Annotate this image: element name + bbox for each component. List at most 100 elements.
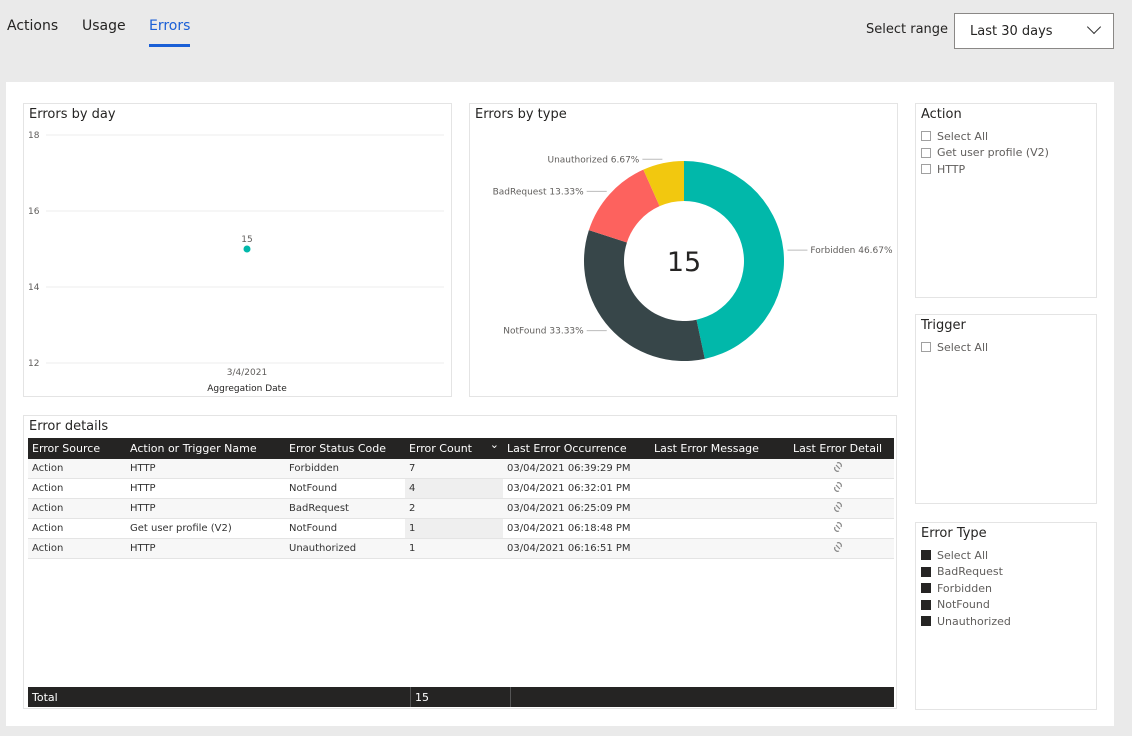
slicer-option[interactable]: Select All [921, 339, 988, 356]
slicer-title: Trigger [921, 318, 966, 333]
table-cell: HTTP [126, 538, 285, 559]
y-tick-label: 12 [28, 359, 39, 369]
table-cell [650, 518, 781, 539]
slicer-option[interactable]: Forbidden [921, 580, 1011, 597]
slicer-option[interactable]: BadRequest [921, 564, 1011, 581]
donut-slice-badrequest [588, 169, 660, 243]
column-header[interactable]: Error Count ⌄ [405, 438, 503, 459]
table-cell [650, 538, 781, 559]
range-label: Select range [866, 22, 949, 37]
table-cell: Unauthorized [285, 538, 405, 559]
errors-by-type-chart: Errors by type Forbidden 46.67% NotFound … [469, 103, 898, 397]
slicer-error-type: Error Type Select All BadRequest Forbidden N… [915, 522, 1097, 710]
data-label: Forbidden 46.67% [810, 246, 893, 256]
chart-title: Errors by type [475, 107, 567, 122]
range-value: Last 30 days [970, 24, 1053, 39]
slicer-option-label: Get user profile (V2) [937, 146, 1049, 160]
table-cell: HTTP [126, 459, 285, 479]
slicer-action: Action Select All Get user profile (V2) HTT… [915, 103, 1097, 298]
slicer-option[interactable]: HTTP [921, 161, 1049, 178]
slicer-trigger: Trigger Select All [915, 314, 1097, 504]
table-cell: 4 [405, 478, 503, 499]
slicer-option-label: Select All [937, 340, 989, 354]
table-cell: 7 [405, 459, 503, 479]
total-row: Total 15 [28, 687, 894, 707]
column-header[interactable]: Action or Trigger Name [126, 438, 285, 459]
slicer-option-label: NotFound [937, 598, 990, 612]
table-row: Action HTTP Unauthorized 1 03/04/2021 06:16:… [28, 538, 894, 559]
checkbox-icon[interactable] [921, 599, 931, 610]
tab-usage[interactable]: Usage [82, 18, 126, 34]
errors-by-type-donut: Forbidden 46.67% NotFound 33.33% BadReques… [493, 155, 893, 361]
table-cell [650, 478, 781, 499]
slicer-option-label: HTTP [937, 162, 966, 176]
errors-by-day-plot: 18 16 14 12 15 3/4/2021 Aggregation Date [28, 131, 444, 394]
table-cell: 03/04/2021 06:39:29 PM [503, 459, 650, 479]
data-label: Unauthorized 6.67% [547, 155, 639, 165]
table-cell: 03/04/2021 06:32:01 PM [503, 478, 650, 499]
link-icon[interactable] [781, 538, 894, 559]
y-tick-label: 18 [28, 131, 40, 141]
checkbox-icon[interactable] [921, 147, 931, 158]
tab-errors[interactable]: Errors [149, 18, 191, 47]
table-cell: NotFound [285, 478, 405, 499]
table-cell [650, 459, 781, 479]
chevron-down-icon [1086, 19, 1102, 35]
data-point [243, 245, 251, 253]
slicer-option[interactable]: Get user profile (V2) [921, 145, 1049, 162]
link-icon[interactable] [781, 498, 894, 519]
data-label: BadRequest 13.33% [493, 187, 585, 197]
table-row: Action HTTP Forbidden 7 03/04/2021 06:39:29 … [28, 459, 894, 479]
slicer-option-label: BadRequest [937, 565, 1003, 579]
column-header[interactable]: Error Source [28, 438, 126, 459]
link-icon[interactable] [781, 518, 894, 539]
link-icon[interactable] [781, 478, 894, 499]
checkbox-icon[interactable] [921, 342, 931, 353]
checkbox-icon[interactable] [921, 616, 931, 627]
table-cell: BadRequest [285, 498, 405, 519]
column-header[interactable]: Error Status Code [285, 438, 405, 459]
column-header[interactable]: Last Error Occurrence [503, 438, 650, 459]
table-cell: Get user profile (V2) [126, 518, 285, 539]
table-cell: 03/04/2021 06:25:09 PM [503, 498, 650, 519]
table-title: Error details [29, 419, 109, 434]
errors-by-day-chart: Errors by day 18 16 14 12 15 3/4/2021 Aggregat… [23, 103, 452, 397]
y-tick-label: 16 [28, 207, 40, 217]
slicer-option[interactable]: Select All [921, 128, 1049, 145]
table-row: Action HTTP NotFound 4 03/04/2021 06:32:01 P… [28, 478, 894, 499]
range-dropdown[interactable]: Last 30 days [954, 13, 1114, 49]
link-icon[interactable] [781, 459, 894, 479]
error-details-table: Error details Error Source Action or Trig… [23, 415, 897, 709]
donut-slice-notfound [584, 230, 705, 361]
slicer-title: Action [921, 107, 962, 122]
checkbox-icon[interactable] [921, 131, 931, 142]
column-header[interactable]: Last Error Detail [781, 438, 894, 459]
table-cell: 1 [405, 538, 503, 559]
checkbox-icon[interactable] [921, 583, 931, 594]
slicer-option[interactable]: Select All [921, 547, 1011, 564]
checkbox-icon[interactable] [921, 164, 931, 175]
slicer-option-label: Select All [937, 548, 989, 562]
donut-center-total: 15 [667, 247, 701, 278]
table-cell: Action [28, 498, 126, 519]
table-row: Action Get user profile (V2) NotFound 1 03/0… [28, 518, 894, 539]
data-label: 15 [241, 235, 252, 245]
table-row: Action HTTP BadRequest 2 03/04/2021 06:25:09… [28, 498, 894, 519]
total-value: 15 [410, 687, 433, 707]
checkbox-icon[interactable] [921, 550, 931, 561]
table-cell: Action [28, 459, 126, 479]
tab-actions[interactable]: Actions [7, 18, 59, 34]
table-cell: HTTP [126, 478, 285, 499]
data-label: NotFound 33.33% [503, 327, 584, 337]
sort-icon[interactable]: ⌄ [489, 438, 499, 451]
checkbox-icon[interactable] [921, 566, 931, 577]
slicer-option[interactable]: NotFound [921, 597, 1011, 614]
table-cell [650, 498, 781, 519]
table-cell: Action [28, 538, 126, 559]
slicer-option-label: Select All [937, 129, 989, 143]
slicer-option-label: Unauthorized [937, 614, 1011, 628]
slicer-option[interactable]: Unauthorized [921, 613, 1011, 630]
table-cell: 03/04/2021 06:16:51 PM [503, 538, 650, 559]
total-label: Total [32, 691, 58, 704]
column-header[interactable]: Last Error Message [650, 438, 781, 459]
